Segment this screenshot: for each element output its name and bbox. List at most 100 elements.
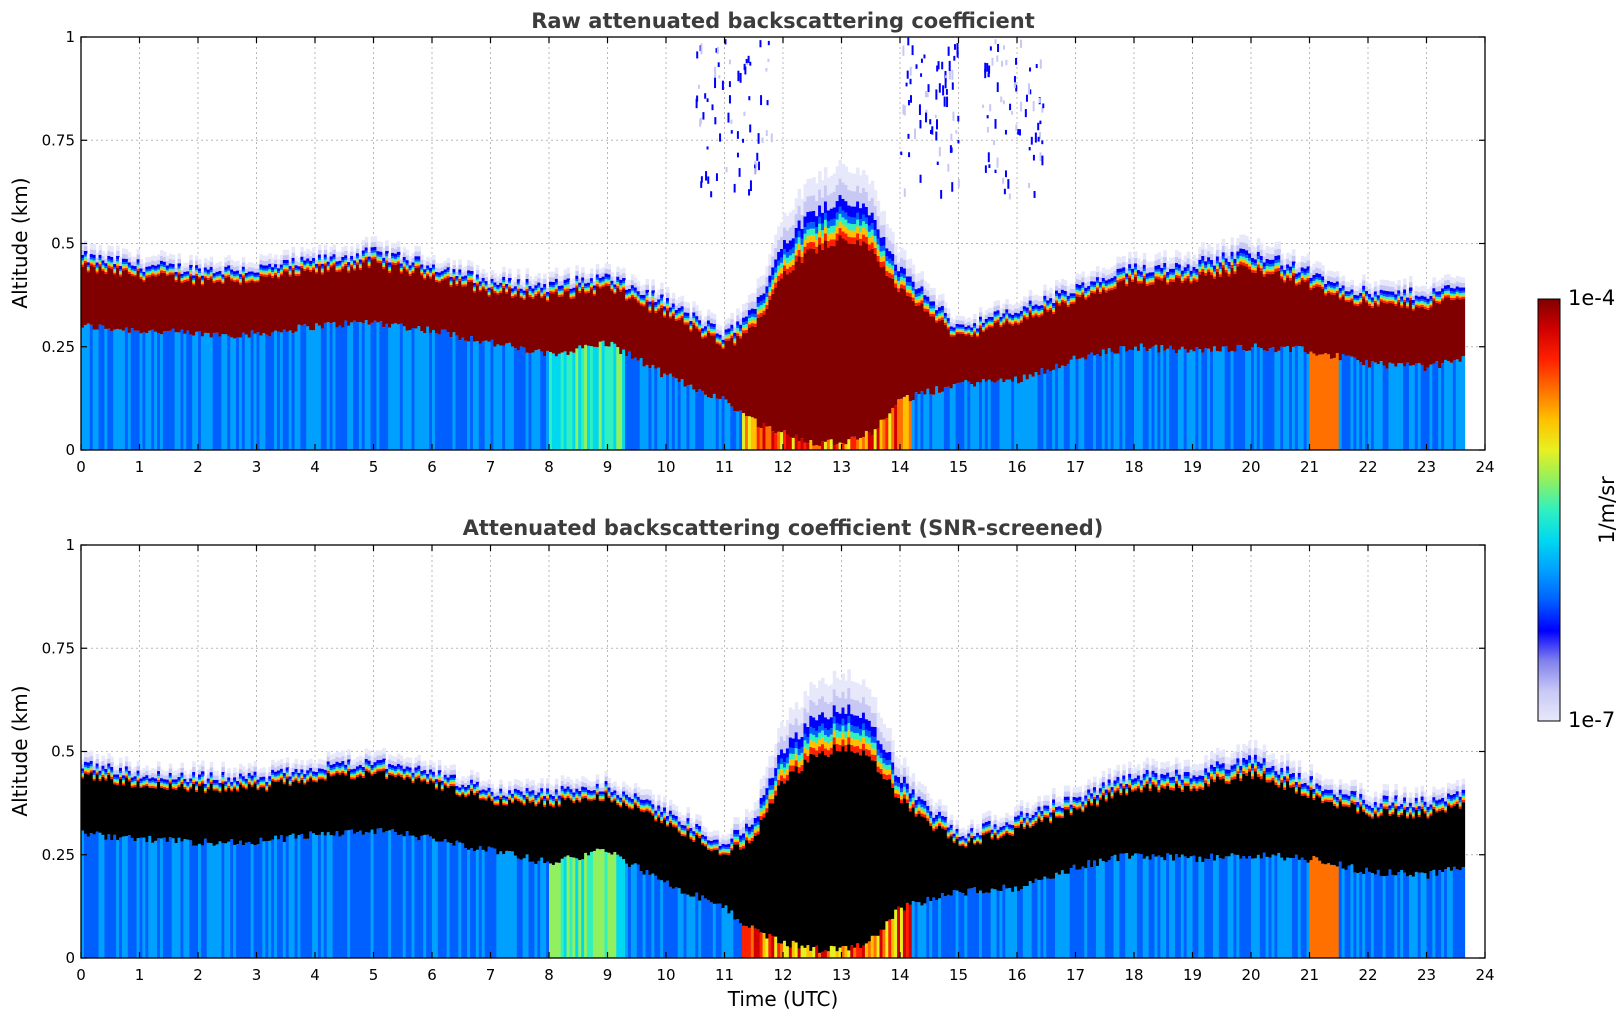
cell-layer-edge (1104, 288, 1109, 291)
y-tick-label: 0.75 (42, 131, 75, 149)
cell-layer-edge (1248, 253, 1252, 259)
cell-layer-edge (288, 274, 293, 277)
cell-layer-core (1022, 317, 1027, 375)
cell-layer-edge (560, 285, 565, 289)
cell-layer-edge (1227, 271, 1232, 274)
cell-layer-edge (1297, 275, 1302, 278)
cell-below-layer (815, 445, 819, 450)
cell-layer-core (841, 238, 846, 444)
cell-layer-edge (508, 282, 512, 285)
cell-below-layer (867, 432, 872, 450)
cell-layer-edge (1332, 292, 1337, 295)
cell-layer-edge (701, 332, 705, 335)
cell-below-layer (622, 349, 626, 450)
cell-layer-edge (578, 289, 582, 291)
cell-layer-edge (288, 261, 293, 266)
cell-layer-edge (870, 197, 875, 213)
cell-halo (353, 251, 357, 257)
cell-layer-core (645, 301, 650, 365)
cell-layer-edge (1119, 272, 1123, 275)
cell-below-layer (490, 339, 495, 450)
cell-halo (1353, 286, 1357, 291)
cell-layer-edge (276, 274, 281, 277)
cell-layer-edge (768, 287, 772, 292)
cell-layer-edge (1286, 264, 1290, 269)
cell-layer-core (920, 303, 924, 391)
cell-layer-edge (1312, 274, 1316, 279)
noise-speck (700, 43, 703, 55)
cell-halo (630, 274, 635, 281)
cell-halo (519, 280, 524, 285)
cell-layer-edge (1075, 294, 1080, 297)
cell-layer-edge (186, 782, 190, 785)
cell-layer-edge (1183, 275, 1188, 279)
cell-layer-core (736, 335, 740, 412)
cell-layer-edge (897, 277, 901, 281)
cell-layer-edge (1104, 285, 1109, 289)
cell-layer-edge (926, 306, 930, 309)
cell-layer-edge (309, 264, 313, 267)
noise-speck (696, 51, 699, 59)
cell-halo (502, 266, 506, 273)
cell-layer-edge (607, 277, 612, 280)
cell-below-layer (1128, 349, 1132, 450)
cell-layer-edge (209, 276, 214, 279)
cell-layer-edge (929, 305, 933, 309)
cell-layer-edge (1160, 271, 1164, 274)
cell-halo (329, 246, 334, 252)
cell-layer-edge (493, 282, 497, 286)
cell-layer-edge (1300, 271, 1305, 274)
cell-halo (967, 317, 971, 322)
cell-layer-edge (510, 288, 515, 292)
cell-halo (657, 289, 661, 295)
cell-halo (1359, 282, 1363, 289)
cell-layer-edge (1452, 297, 1457, 301)
cell-below-layer (127, 835, 132, 958)
cell-layer-edge (1148, 267, 1153, 273)
cell-layer-edge (987, 321, 992, 324)
cell-layer-edge (247, 276, 252, 279)
cell-layer-edge (81, 768, 85, 772)
cell-layer-edge (783, 265, 787, 271)
cell-layer-edge (177, 783, 182, 786)
cell-layer-edge (437, 275, 442, 278)
cell-layer-edge (1072, 297, 1077, 300)
cell-layer-edge (850, 237, 854, 244)
cell-layer-edge (1060, 293, 1065, 296)
cell-halo (698, 310, 702, 316)
cell-below-layer (712, 393, 717, 450)
cell-layer-edge (1169, 276, 1173, 280)
noise-speck (1025, 94, 1028, 102)
cell-layer-edge (1116, 277, 1120, 281)
cell-layer-edge (1432, 288, 1436, 292)
cell-layer-edge (1201, 268, 1205, 272)
cell-layer-edge (984, 314, 989, 319)
cell-below-layer (344, 320, 348, 450)
cell-layer-edge (1122, 267, 1126, 271)
noise-speck (1039, 152, 1042, 162)
cell-layer-edge (642, 290, 647, 295)
cell-below-layer (657, 367, 661, 450)
cell-halo (888, 227, 892, 241)
cell-layer-edge (148, 778, 152, 782)
cell-layer-edge (388, 269, 392, 272)
cell-layer-edge (715, 342, 720, 345)
cell-below-layer (142, 332, 146, 450)
cell-layer-edge (1391, 301, 1395, 304)
cell-below-layer (1046, 369, 1050, 450)
cell-layer-edge (89, 756, 94, 761)
cell-layer-edge (467, 275, 471, 278)
cell-layer-core (227, 276, 231, 336)
cell-layer-core (1148, 284, 1153, 349)
cell-layer-edge (92, 260, 97, 263)
cell-layer-edge (660, 288, 664, 295)
noise-speck (942, 85, 945, 96)
cell-layer-edge (192, 279, 196, 282)
cell-below-layer (244, 334, 249, 450)
cell-halo (856, 167, 860, 186)
cell-layer-edge (320, 272, 325, 275)
cell-layer-edge (89, 249, 94, 255)
cell-halo (92, 243, 97, 250)
cell-layer-edge (455, 280, 459, 283)
cell-layer-edge (873, 247, 878, 254)
